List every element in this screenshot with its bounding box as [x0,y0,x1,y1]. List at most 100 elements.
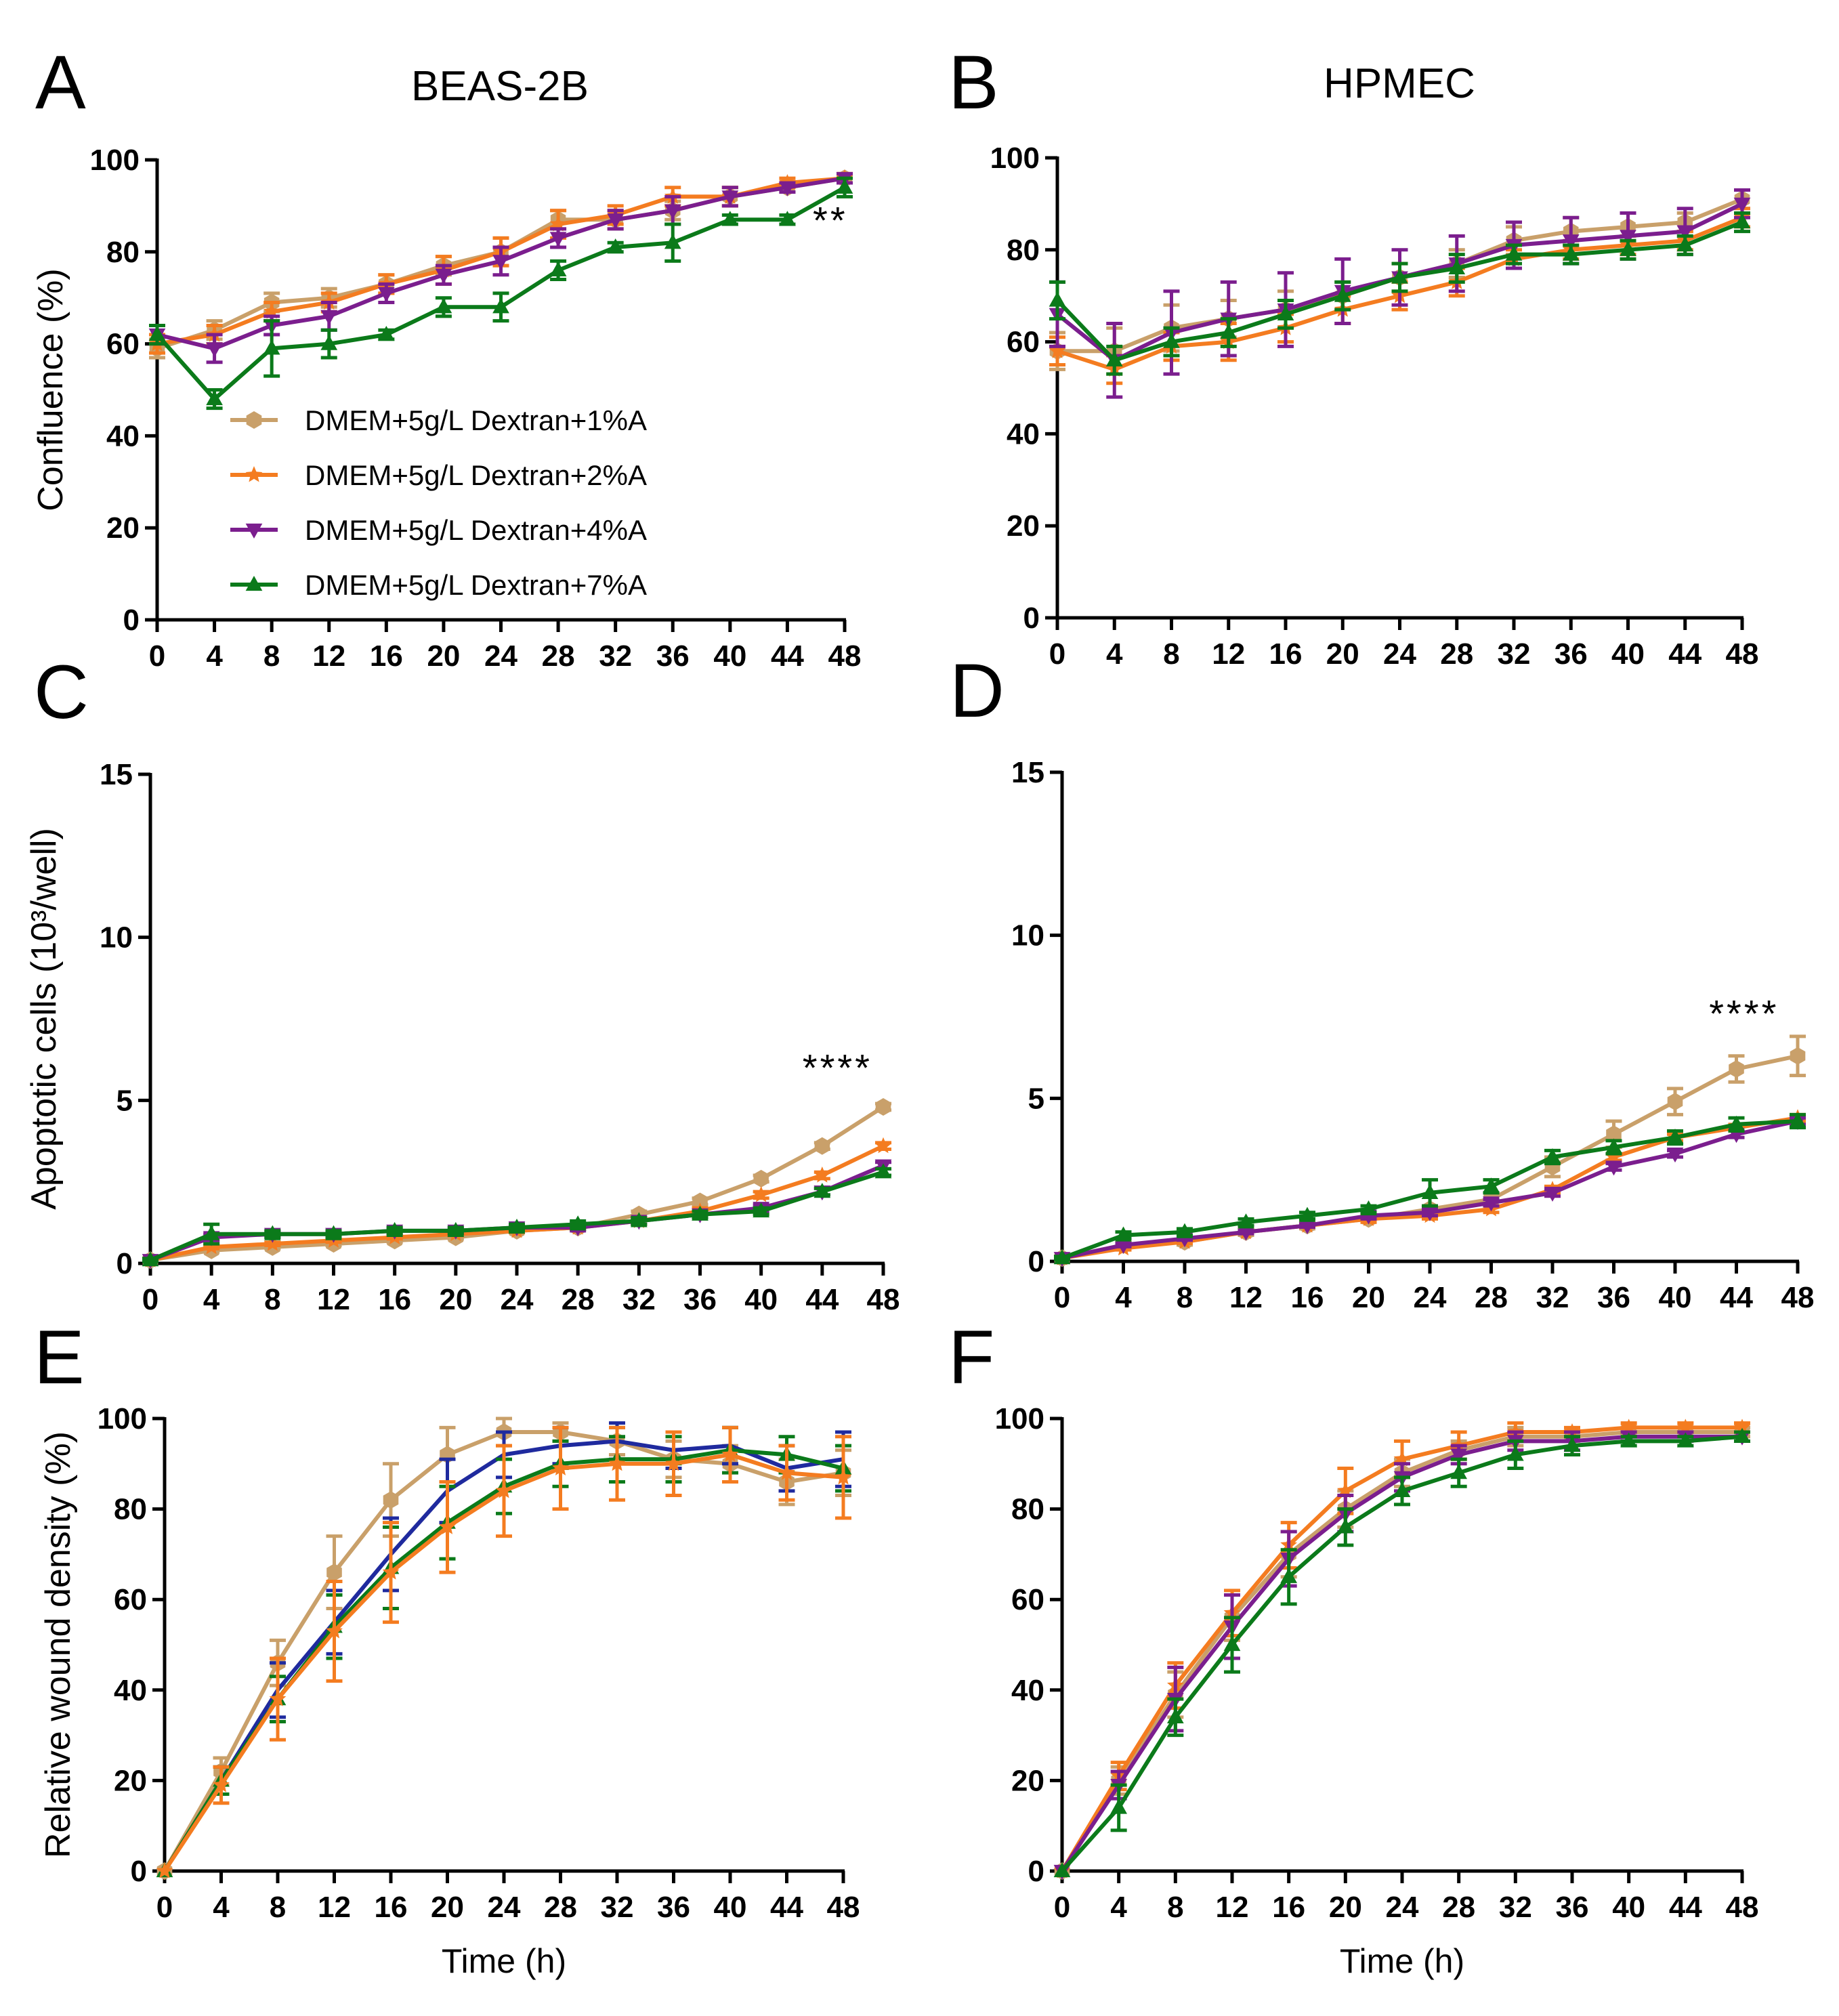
data-point [1544,1186,1561,1202]
legend-marker [246,411,262,429]
x-tick-label: 12 [312,639,345,673]
x-tick-label: 16 [370,639,403,673]
y-tick-label: 100 [90,144,140,177]
series-line [1061,1053,1798,1261]
data-point [630,1212,648,1227]
x-tick-label: 36 [656,639,690,673]
data-point [326,1622,343,1639]
x-tick-label: 16 [1272,1891,1305,1924]
legend-label: DMEM+5g/L Dextran+2%A [305,459,647,491]
data-point [320,335,338,350]
y-tick-label: 0 [123,604,140,637]
data-point [721,211,739,226]
legend: DMEM+5g/L Dextran+1%A DMEM+5g/L Dextran+2… [230,404,647,601]
data-point [874,1137,892,1154]
data-point [269,1690,287,1706]
data-point [1280,1568,1298,1583]
data-point [1421,1206,1439,1221]
data-point [447,1221,465,1237]
y-tick-label: 5 [117,1084,133,1117]
data-point [569,1215,587,1231]
legend-marker [245,466,263,482]
data-point [813,1183,831,1198]
panel-letter-b: B [948,40,999,125]
x-tick-label: 32 [599,639,632,673]
data-point [1605,1138,1622,1154]
data-point [721,190,739,206]
data-point [492,298,509,314]
data-point [836,178,853,194]
data-point [1544,1148,1561,1164]
data-point [1483,1177,1500,1193]
data-point [1676,1432,1694,1448]
data-point [1115,1226,1132,1242]
x-tick-label: 40 [744,1283,778,1316]
data-point [608,1454,626,1471]
y-tick-label: 60 [114,1583,147,1616]
data-point [435,268,452,284]
data-point [386,1221,404,1237]
x-tick-label: 24 [1414,1281,1447,1314]
x-tick-label: 40 [1612,1891,1645,1924]
y-tick-label: 0 [1023,602,1040,635]
panel-letter-d: D [950,648,1005,733]
data-point [326,1563,342,1582]
data-point [142,1251,159,1267]
panel-letter-f: F [948,1315,994,1400]
data-point [753,1185,769,1202]
x-tick-label: 28 [544,1891,577,1924]
data-point [1115,1238,1132,1254]
data-point [1606,1125,1622,1143]
x-tick-label: 32 [1498,637,1531,671]
x-tick-label: 0 [1054,1281,1070,1314]
data-point [383,1491,399,1509]
significance-annotation: ** [813,199,848,242]
panel-letter-a: A [35,40,86,125]
data-point [264,1235,281,1251]
x-tick-label: 48 [1726,637,1759,671]
x-tick-label: 12 [317,1283,350,1316]
x-tick-label: 16 [375,1891,408,1924]
data-point [1506,1446,1524,1461]
data-point [1562,245,1580,261]
x-tick-label: 36 [683,1283,717,1316]
y-tick-label: 10 [100,921,133,954]
x-tick-label: 20 [431,1891,464,1924]
x-tick-label: 8 [1177,1281,1193,1314]
data-point [203,1225,220,1240]
y-tick-label: 60 [106,328,140,361]
series-3 [148,171,853,364]
series-4 [1053,1112,1806,1265]
legend-label: DMEM+5g/L Dextran+1%A [305,404,647,436]
x-tick-label: 8 [270,1891,286,1924]
x-tick-label: 32 [601,1891,634,1924]
x-tick-label: 48 [1781,1281,1815,1314]
x-tick-label: 40 [1611,637,1645,671]
x-tick-label: 4 [213,1891,230,1924]
data-point [320,310,338,325]
y-tick-label: 100 [990,142,1040,175]
x-tick-label: 28 [1475,1281,1508,1314]
x-tick-label: 8 [263,639,280,673]
x-tick-label: 28 [1440,637,1473,671]
data-point [813,1167,831,1183]
data-point [1277,305,1294,320]
data-point [1105,351,1123,366]
panel-letter-e: E [34,1315,85,1400]
data-point [1790,1047,1806,1065]
x-tick-label: 12 [1216,1891,1249,1924]
data-point [1729,1060,1744,1078]
data-point [607,238,625,254]
data-point [778,1464,795,1480]
y-tick-label: 100 [995,1402,1044,1435]
x-tick-label: 0 [1049,637,1065,671]
x-tick-label: 8 [1163,637,1179,671]
x-tick-label: 20 [1329,1891,1362,1924]
x-tick-label: 28 [1442,1891,1475,1924]
y-tick-label: 80 [106,236,140,269]
x-tick-label: 4 [1110,1891,1127,1924]
